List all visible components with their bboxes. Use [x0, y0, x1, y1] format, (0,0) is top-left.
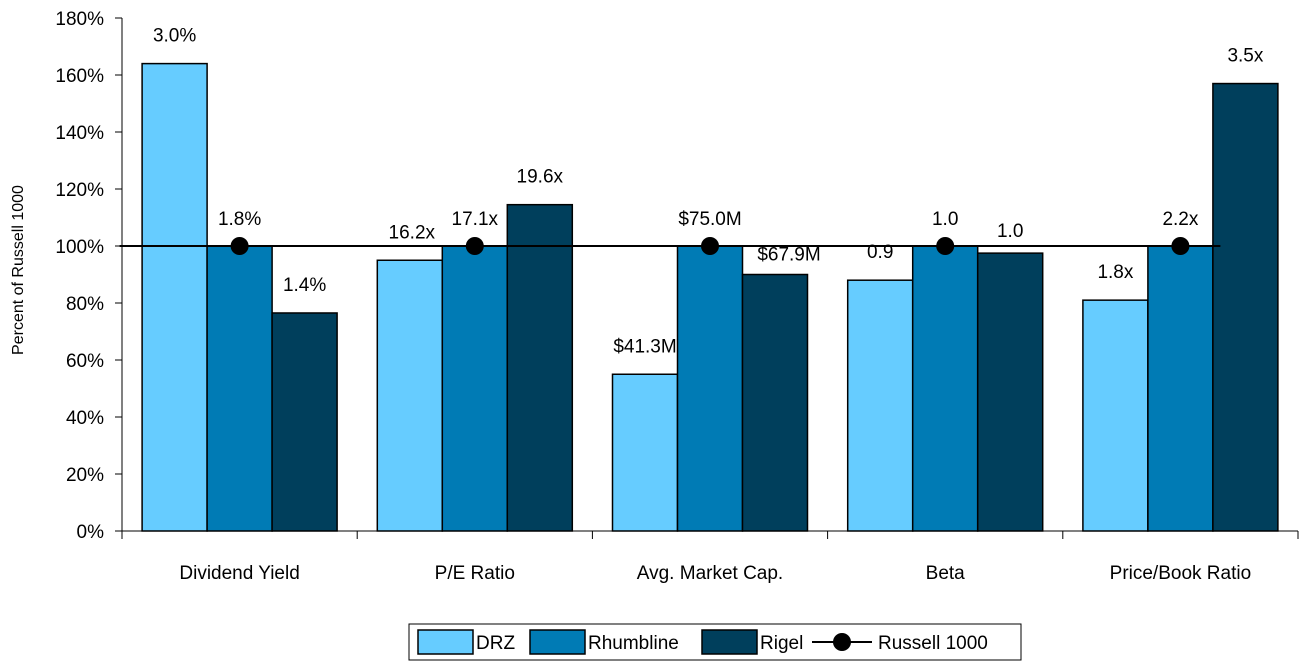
data-label: 0.9 [867, 242, 893, 263]
reference-line [119, 237, 1221, 255]
bar-rhumbline [1147, 245, 1214, 532]
legend-line-marker [833, 633, 851, 651]
y-tick-label: 40% [66, 408, 104, 429]
data-label: 19.6x [517, 167, 564, 188]
bar-drz [1082, 299, 1149, 532]
y-axis: 0% 20% 40% 60% 80% 100% 120% 140% 160% 180% [55, 9, 123, 543]
data-label: $75.0M [678, 209, 741, 230]
legend-label: Russell 1000 [878, 633, 988, 654]
x-tick-label: Price/Book Ratio [1110, 563, 1252, 584]
legend-swatch [417, 629, 474, 655]
legend-swatch [701, 629, 758, 655]
bars [141, 62, 1279, 532]
data-label: 1.4% [283, 275, 326, 296]
reference-line-marker [230, 237, 249, 255]
data-label: 17.1x [452, 209, 499, 230]
data-label: $41.3M [613, 336, 676, 357]
bar-drz [376, 259, 444, 532]
bar-drz [141, 62, 208, 532]
y-tick-label: 140% [55, 123, 104, 144]
y-axis-title: Percent of Russell 1000 [10, 185, 27, 355]
bar-rhumbline [441, 245, 509, 532]
legend: DRZ Rhumbline Rigel Russell 1000 [408, 623, 1022, 661]
y-tick-label: 0% [77, 522, 105, 543]
x-tick-label: P/E Ratio [435, 563, 515, 584]
bar-rigel [271, 312, 338, 532]
x-tick-label: Avg. Market Cap. [637, 563, 783, 584]
y-tick-label: 160% [55, 66, 104, 87]
legend-label: Rhumbline [588, 633, 679, 654]
y-tick-label: 20% [66, 465, 104, 486]
legend-label: Rigel [760, 633, 803, 654]
legend-label: DRZ [476, 633, 515, 654]
y-tick-label: 80% [66, 294, 104, 315]
reference-line-marker [936, 237, 955, 255]
bar-rhumbline [676, 245, 744, 532]
y-tick-label: 100% [55, 237, 104, 258]
reference-line-marker [465, 237, 484, 255]
y-tick-label: 180% [55, 9, 104, 30]
data-label: 1.0 [932, 209, 958, 230]
data-label: 3.0% [153, 26, 196, 47]
bar-rhumbline [911, 245, 979, 532]
y-tick-label: 120% [55, 180, 104, 201]
bar-rigel [741, 273, 809, 532]
x-tick-label: Dividend Yield [179, 563, 299, 584]
reference-line-marker [1171, 237, 1190, 255]
data-label: 16.2x [389, 222, 436, 243]
data-label: 1.0 [997, 221, 1023, 242]
reference-line-marker [701, 237, 719, 255]
data-label: 1.8% [218, 209, 261, 230]
data-label: 3.5x [1227, 46, 1263, 67]
bar-rigel [976, 252, 1044, 532]
y-tick-label: 60% [66, 351, 104, 372]
x-tick-label: Beta [926, 563, 966, 584]
data-label: $67.9M [757, 245, 820, 266]
bar-rigel [506, 203, 574, 532]
data-label: 1.8x [1097, 262, 1133, 283]
bar-drz [611, 373, 679, 532]
x-axis: Dividend Yield P/E Ratio Avg. Market Cap. B… [121, 530, 1299, 584]
bar-drz [846, 279, 914, 532]
bar-rigel [1212, 82, 1279, 532]
data-labels: 3.0% 16.2x $41.3M 0.9 1.8x 1.8% 17.1x $75.0M 1.0… [153, 26, 1264, 358]
data-label: 2.2x [1162, 209, 1198, 230]
bar-rhumbline [206, 245, 273, 532]
legend-swatch [529, 629, 586, 655]
